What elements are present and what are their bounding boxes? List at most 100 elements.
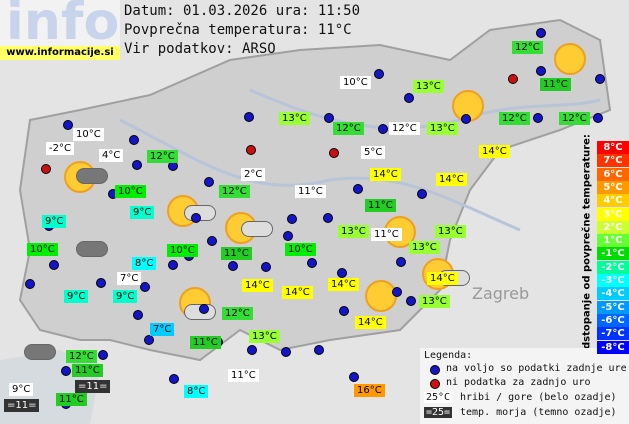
station-temperature: 9°C (42, 215, 67, 228)
scale-step: 5°C (597, 180, 629, 194)
cloud-icon (76, 168, 108, 184)
scale-step: 6°C (597, 167, 629, 181)
station-dot (247, 345, 257, 355)
station-temperature: 12°C (333, 122, 364, 135)
station-temperature: 12°C (389, 122, 420, 135)
station-temperature: 11°C (72, 364, 103, 377)
station-dot (595, 74, 605, 84)
station-dot (287, 214, 297, 224)
scale-step: -4°C (597, 287, 629, 301)
station-temperature: 14°C (427, 272, 458, 285)
station-dot (191, 213, 201, 223)
station-temperature: -2°C (46, 142, 74, 155)
station-temperature: 10°C (340, 76, 371, 89)
station-temperature: 12°C (559, 112, 590, 125)
legend-dot (430, 365, 440, 375)
station-dot (593, 113, 603, 123)
sea-temperature: =11= (75, 380, 111, 393)
station-dot (378, 124, 388, 134)
station-temperature: 7°C (117, 272, 142, 285)
station-temperature: 4°C (99, 149, 124, 162)
station-temperature: 8°C (184, 385, 209, 398)
station-temperature: 12°C (512, 41, 543, 54)
station-dot (140, 282, 150, 292)
station-temperature: 14°C (242, 279, 273, 292)
station-dot (168, 260, 178, 270)
station-dot (536, 28, 546, 38)
station-temperature: 14°C (328, 278, 359, 291)
scale-step: -8°C (597, 340, 629, 354)
missing-dot (508, 74, 518, 84)
station-temperature: 10°C (115, 185, 146, 198)
site-url: www.informacije.si (0, 46, 120, 60)
station-temperature: 9°C (64, 290, 89, 303)
scale-step: 2°C (597, 220, 629, 234)
station-temperature: 13°C (249, 330, 280, 343)
logo: info (6, 0, 120, 52)
station-dot (417, 189, 427, 199)
station-dot (339, 306, 349, 316)
scale-title: Odstopanje od povprečne temperature: (581, 134, 593, 358)
station-dot (207, 236, 217, 246)
station-temperature: 12°C (147, 150, 178, 163)
river (119, 118, 521, 232)
station-dot (533, 113, 543, 123)
scale-step: 3°C (597, 207, 629, 221)
average-temperature: Povprečna temperatura: 11°C (124, 22, 352, 38)
station-dot (129, 135, 139, 145)
station-temperature: 11°C (295, 185, 326, 198)
legend-text: hribi / gore (belo ozadje) (460, 392, 617, 403)
station-dot (204, 177, 214, 187)
station-dot (132, 160, 142, 170)
cloud-icon (76, 241, 108, 257)
station-dot (353, 184, 363, 194)
station-temperature: 12°C (66, 350, 97, 363)
station-temperature: 11°C (228, 369, 259, 382)
station-temperature: 7°C (150, 323, 175, 336)
legend: Legenda: na voljo so podatki zadnje ure … (420, 348, 629, 424)
station-dot (63, 120, 73, 130)
station-dot (61, 366, 71, 376)
station-temperature: 11°C (56, 393, 87, 406)
scale-step: -7°C (597, 327, 629, 341)
station-temperature: 14°C (370, 168, 401, 181)
station-temperature: 12°C (499, 112, 530, 125)
scale-step: 1°C (597, 234, 629, 248)
scale-step: -6°C (597, 313, 629, 327)
station-dot (536, 66, 546, 76)
station-dot (144, 335, 154, 345)
scale-step: -5°C (597, 300, 629, 314)
station-temperature: 10°C (285, 243, 316, 256)
station-dot (228, 261, 238, 271)
station-dot (25, 279, 35, 289)
station-dot (281, 347, 291, 357)
station-dot (349, 372, 359, 382)
sun-icon (554, 43, 586, 75)
station-temperature: 14°C (282, 286, 313, 299)
station-dot (98, 350, 108, 360)
station-temperature: 12°C (222, 307, 253, 320)
place-name: Zagreb (472, 284, 530, 303)
station-temperature: 10°C (27, 243, 58, 256)
station-temperature: 5°C (361, 146, 386, 159)
sea-temperature: =11= (4, 399, 40, 412)
legend-text: temp. morja (temno ozadje) (460, 407, 617, 418)
station-dot (283, 231, 293, 241)
sun-icon (365, 280, 397, 312)
station-temperature: 13°C (419, 295, 450, 308)
station-temperature: 14°C (355, 316, 386, 329)
scale-step: 8°C (597, 141, 629, 154)
source: Vir podatkov: ARSO (124, 41, 276, 57)
station-temperature: 13°C (413, 80, 444, 93)
station-dot (169, 374, 179, 384)
date: Datum: 01.03.2026 ura: 11:50 (124, 3, 361, 19)
station-temperature: 14°C (479, 145, 510, 158)
missing-dot (246, 145, 256, 155)
station-temperature: 9°C (130, 206, 155, 219)
station-dot (392, 287, 402, 297)
station-temperature: 2°C (241, 168, 266, 181)
station-temperature: 10°C (167, 244, 198, 257)
station-dot (406, 296, 416, 306)
station-dot (96, 278, 106, 288)
